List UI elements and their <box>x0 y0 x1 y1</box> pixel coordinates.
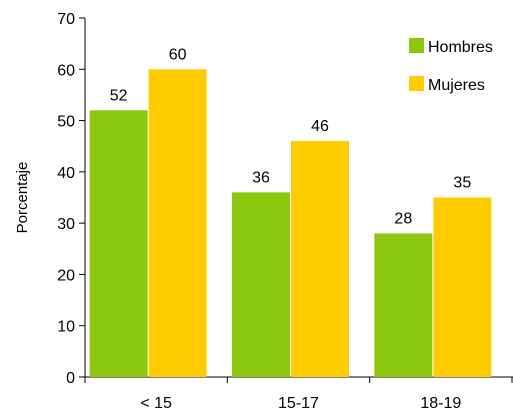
y-tick-label: 50 <box>57 114 75 131</box>
y-axis: 0 10 20 30 40 50 60 70 <box>57 11 86 387</box>
y-tick-label: 40 <box>57 165 75 182</box>
bar-value-label: 60 <box>169 46 187 63</box>
bar-value-label: 46 <box>311 118 329 135</box>
y-tick-label: 60 <box>57 62 75 79</box>
bars <box>89 69 492 378</box>
x-axis: < 15 15-17 18-19 <box>84 376 513 412</box>
bar-value-label: 35 <box>453 175 471 192</box>
y-tick-label: 30 <box>57 216 75 233</box>
data-labels: 52 60 36 46 28 35 <box>110 46 472 227</box>
y-tick-label: 70 <box>57 11 75 28</box>
y-tick-label: 20 <box>57 267 75 284</box>
bar-value-label: 52 <box>110 87 128 104</box>
y-tick-label: 10 <box>57 319 75 336</box>
y-axis-title: Porcentaje <box>14 162 31 234</box>
x-tick-label: 18-19 <box>420 395 461 412</box>
bar-mujeres <box>148 69 207 378</box>
bar-value-label: 28 <box>394 210 412 227</box>
x-tick-label: 15-17 <box>278 395 319 412</box>
bar-hombres <box>232 192 290 377</box>
bar-hombres <box>89 110 148 378</box>
x-tick-label: < 15 <box>140 395 172 412</box>
bar-mujeres <box>433 197 492 377</box>
legend: Hombres Mujeres <box>409 38 493 94</box>
legend-label: Hombres <box>428 39 493 56</box>
bar-mujeres <box>291 141 349 377</box>
bar-hombres <box>374 233 433 377</box>
bar-value-label: 36 <box>252 169 270 186</box>
y-tick-label: 0 <box>66 370 75 387</box>
legend-label: Mujeres <box>428 77 485 94</box>
legend-swatch-hombres <box>409 38 424 53</box>
legend-swatch-mujeres <box>409 76 424 91</box>
